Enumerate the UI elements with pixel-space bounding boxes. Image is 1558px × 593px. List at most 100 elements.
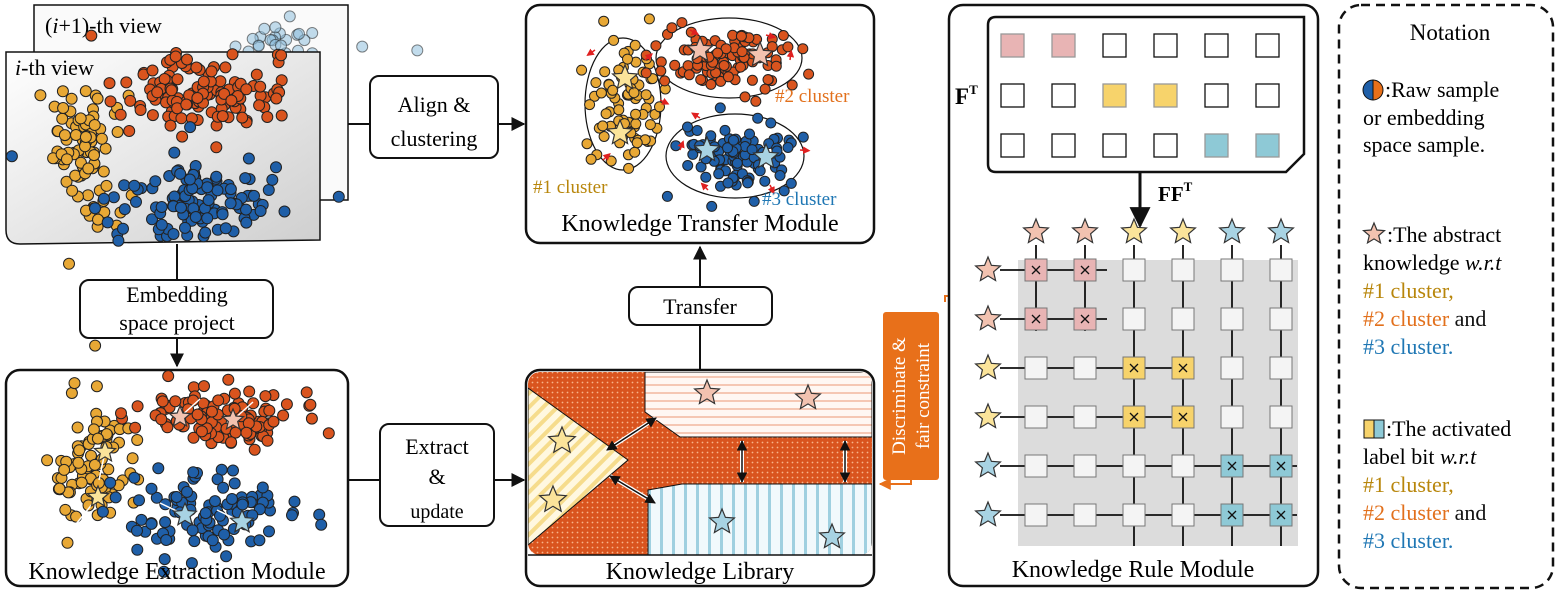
ff-cross-mark (1276, 510, 1286, 520)
ff-column-star (1169, 217, 1197, 244)
sample-dot-blue (179, 221, 191, 234)
knowledge-library: Knowledge Library (524, 368, 876, 588)
knowledge-star-3 (693, 135, 721, 162)
sample-dot-gold (74, 112, 87, 125)
back-sample-dot (306, 27, 319, 39)
sample-dot-orange (180, 98, 193, 111)
sample-dot-orange (735, 61, 746, 73)
sample-dot-gold (95, 132, 108, 145)
sample-dot-blue (210, 170, 223, 183)
sample-dot-blue (731, 157, 743, 169)
sample-dot-orange (766, 41, 778, 53)
view-stack: (i+1)-th view i-th view (5, 4, 424, 270)
sample-dot-blue (705, 130, 717, 142)
front-view-label: i-th view (15, 55, 94, 80)
extract-label-line3: update (410, 501, 463, 523)
transfer-module-title: Knowledge Transfer Module (561, 211, 838, 237)
sample-dot-orange (123, 125, 136, 137)
sample-dot-blue (158, 553, 171, 566)
sample-dot-gold (58, 463, 71, 476)
sample-dot-blue (315, 518, 328, 531)
sample-dot-orange (158, 73, 171, 85)
ff-cross-mark (1178, 363, 1188, 373)
sample-dot-orange (304, 398, 317, 411)
sample-dot-blue (118, 203, 131, 216)
sample-dot-gold (71, 421, 84, 434)
sample-dot-blue (286, 509, 298, 522)
sample-dot-gold (607, 84, 619, 96)
sample-dot-gold (60, 153, 73, 166)
sample-dot-blue (109, 491, 122, 504)
extract-label-line2: & (428, 464, 445, 489)
notation-abstract-c1: #1 cluster, (1363, 278, 1454, 303)
sample-dot-gold (63, 257, 75, 270)
sample-dot-blue (240, 203, 252, 216)
sample-dot-blue (240, 216, 253, 229)
library-region-2-upper (644, 372, 872, 438)
sample-dot-blue (700, 171, 712, 183)
sample-dot-orange (682, 60, 694, 72)
sample-dot-orange (712, 47, 724, 59)
sample-dot-blue (150, 491, 163, 504)
sample-dot-gold (613, 104, 625, 116)
sample-dot-gold (79, 85, 92, 98)
sample-dot-gold (89, 339, 102, 352)
sample-dot-orange (777, 30, 789, 41)
sample-dot-orange (705, 78, 717, 90)
knowledge-star-3 (172, 501, 198, 526)
ff-row-star (974, 255, 1002, 282)
knowledge-star-1 (538, 484, 568, 513)
ff-matrix-cell (1073, 356, 1097, 380)
ff-cross-mark (1080, 314, 1090, 324)
sample-dot-gold (82, 499, 95, 512)
sample-dot-blue (157, 565, 170, 578)
sample-dot-blue (782, 142, 794, 153)
rule-module-title: Knowledge Rule Module (1012, 557, 1255, 583)
pull-arrow (659, 97, 670, 105)
ff-cross-mark (1227, 461, 1237, 471)
sample-dot-blue (5, 150, 18, 163)
sample-dot-blue (202, 194, 215, 207)
sample-dot-blue (262, 184, 275, 196)
sample-dot-blue (713, 168, 725, 180)
back-sample-dot (356, 40, 369, 53)
knowledge-star-1 (92, 439, 118, 463)
sample-dot-gold (640, 89, 652, 101)
ff-matrix-stars (974, 217, 1295, 527)
sample-dot-blue (174, 167, 187, 180)
sample-dot-orange (205, 65, 218, 78)
sample-dot-blue (224, 197, 237, 210)
sample-dot-orange (736, 46, 748, 58)
knowledge-star-2 (686, 35, 714, 62)
sample-dot-orange (191, 408, 204, 421)
ff-matrix-cell (1220, 356, 1244, 380)
sample-dot-orange (240, 83, 253, 96)
ff-matrix-cell (1024, 405, 1048, 429)
ff-matrix-cell (1220, 258, 1244, 282)
library-separation-arrows (605, 416, 851, 505)
sample-dot-blue (224, 183, 237, 196)
sample-dot-gold (598, 15, 610, 27)
sample-dot-blue (248, 189, 260, 202)
sample-dot-gold (73, 444, 86, 457)
sample-dot-blue (748, 195, 760, 207)
sample-dot-gold (60, 175, 73, 188)
f-matrix-cells (1000, 33, 1280, 158)
ff-column-star (1267, 217, 1295, 244)
knowledge-star-1 (611, 63, 639, 90)
sample-dot-blue (145, 517, 158, 530)
sample-dot-blue (706, 200, 718, 212)
sample-dot-gold (585, 153, 597, 165)
f-matrix-cell (1000, 33, 1025, 58)
align-label-line1: Align & (398, 92, 471, 117)
sample-dot-blue (146, 213, 158, 226)
sample-dot-gold (58, 129, 71, 142)
sample-dot-orange (782, 41, 794, 53)
cluster-3-boundary (665, 113, 805, 199)
sample-dot-blue (714, 102, 726, 114)
sample-dot-gold (595, 87, 607, 99)
sample-dot-blue (752, 112, 764, 124)
transfer-samples (576, 13, 815, 212)
sample-dot-blue (159, 516, 172, 529)
sample-dot-gold (88, 458, 101, 471)
